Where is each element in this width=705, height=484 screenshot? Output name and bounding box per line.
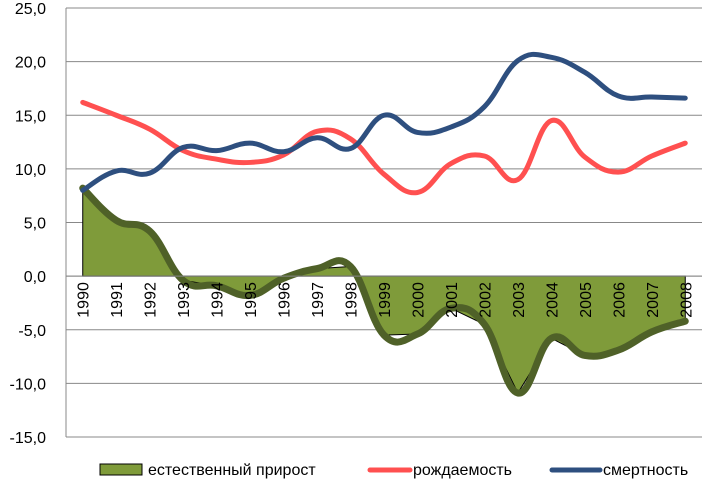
legend-label-natural-growth: естественный прирост [148, 462, 316, 479]
x-tick-label: 1995 [243, 282, 260, 318]
y-tick-labels: 25,0 20,0 15,0 10,0 5,0 0,0 -5,0 -10,0 -15,0 [10, 1, 47, 447]
y-tick-label: 20,0 [15, 55, 46, 72]
line-death-rate [80, 51, 688, 193]
y-tick-label: 15,0 [15, 108, 46, 125]
x-tick-label: 2007 [645, 282, 662, 318]
axes [65, 8, 702, 437]
y-tick-label: 25,0 [15, 1, 46, 18]
x-tick-label: 2005 [578, 282, 595, 318]
legend-label-birth-rate: рождаемость [413, 462, 512, 479]
x-tick-label: 1992 [143, 282, 160, 318]
y-tick-label: -15,0 [10, 430, 47, 447]
gridlines [66, 7, 702, 438]
y-tick-label: 5,0 [24, 216, 46, 233]
x-tick-label: 1990 [76, 282, 93, 318]
y-tick-label: 10,0 [15, 162, 46, 179]
legend-label-death-rate: смертность [603, 462, 688, 479]
x-tick-label: 1991 [109, 282, 126, 318]
x-tick-label: 1993 [176, 282, 193, 318]
legend-swatch-natural-growth [99, 463, 143, 476]
y-tick-label: -5,0 [18, 323, 46, 340]
x-tick-label: 2004 [544, 282, 561, 318]
x-tick-label: 1998 [344, 282, 361, 318]
y-tick-label: 0,0 [24, 269, 46, 286]
x-tick-label: 1997 [310, 282, 327, 318]
x-tick-label: 2008 [678, 282, 695, 318]
x-tick-label: 2000 [410, 282, 427, 318]
x-tick-labels: 1990 1991 1992 1993 1994 1995 1996 1997 1998 1999… [76, 282, 696, 318]
legend: естественный прирост рождаемость смертно… [99, 462, 688, 479]
x-tick-label: 2001 [444, 282, 461, 318]
x-tick-label: 1994 [210, 282, 227, 318]
x-tick-label: 2003 [511, 282, 528, 318]
line-series-layer [79, 51, 689, 397]
y-tick-label: -10,0 [10, 376, 47, 393]
x-tick-label: 1996 [277, 282, 294, 318]
x-tick-label: 1999 [377, 282, 394, 318]
x-tick-label: 2002 [477, 282, 494, 318]
x-tick-label: 2006 [611, 282, 628, 318]
